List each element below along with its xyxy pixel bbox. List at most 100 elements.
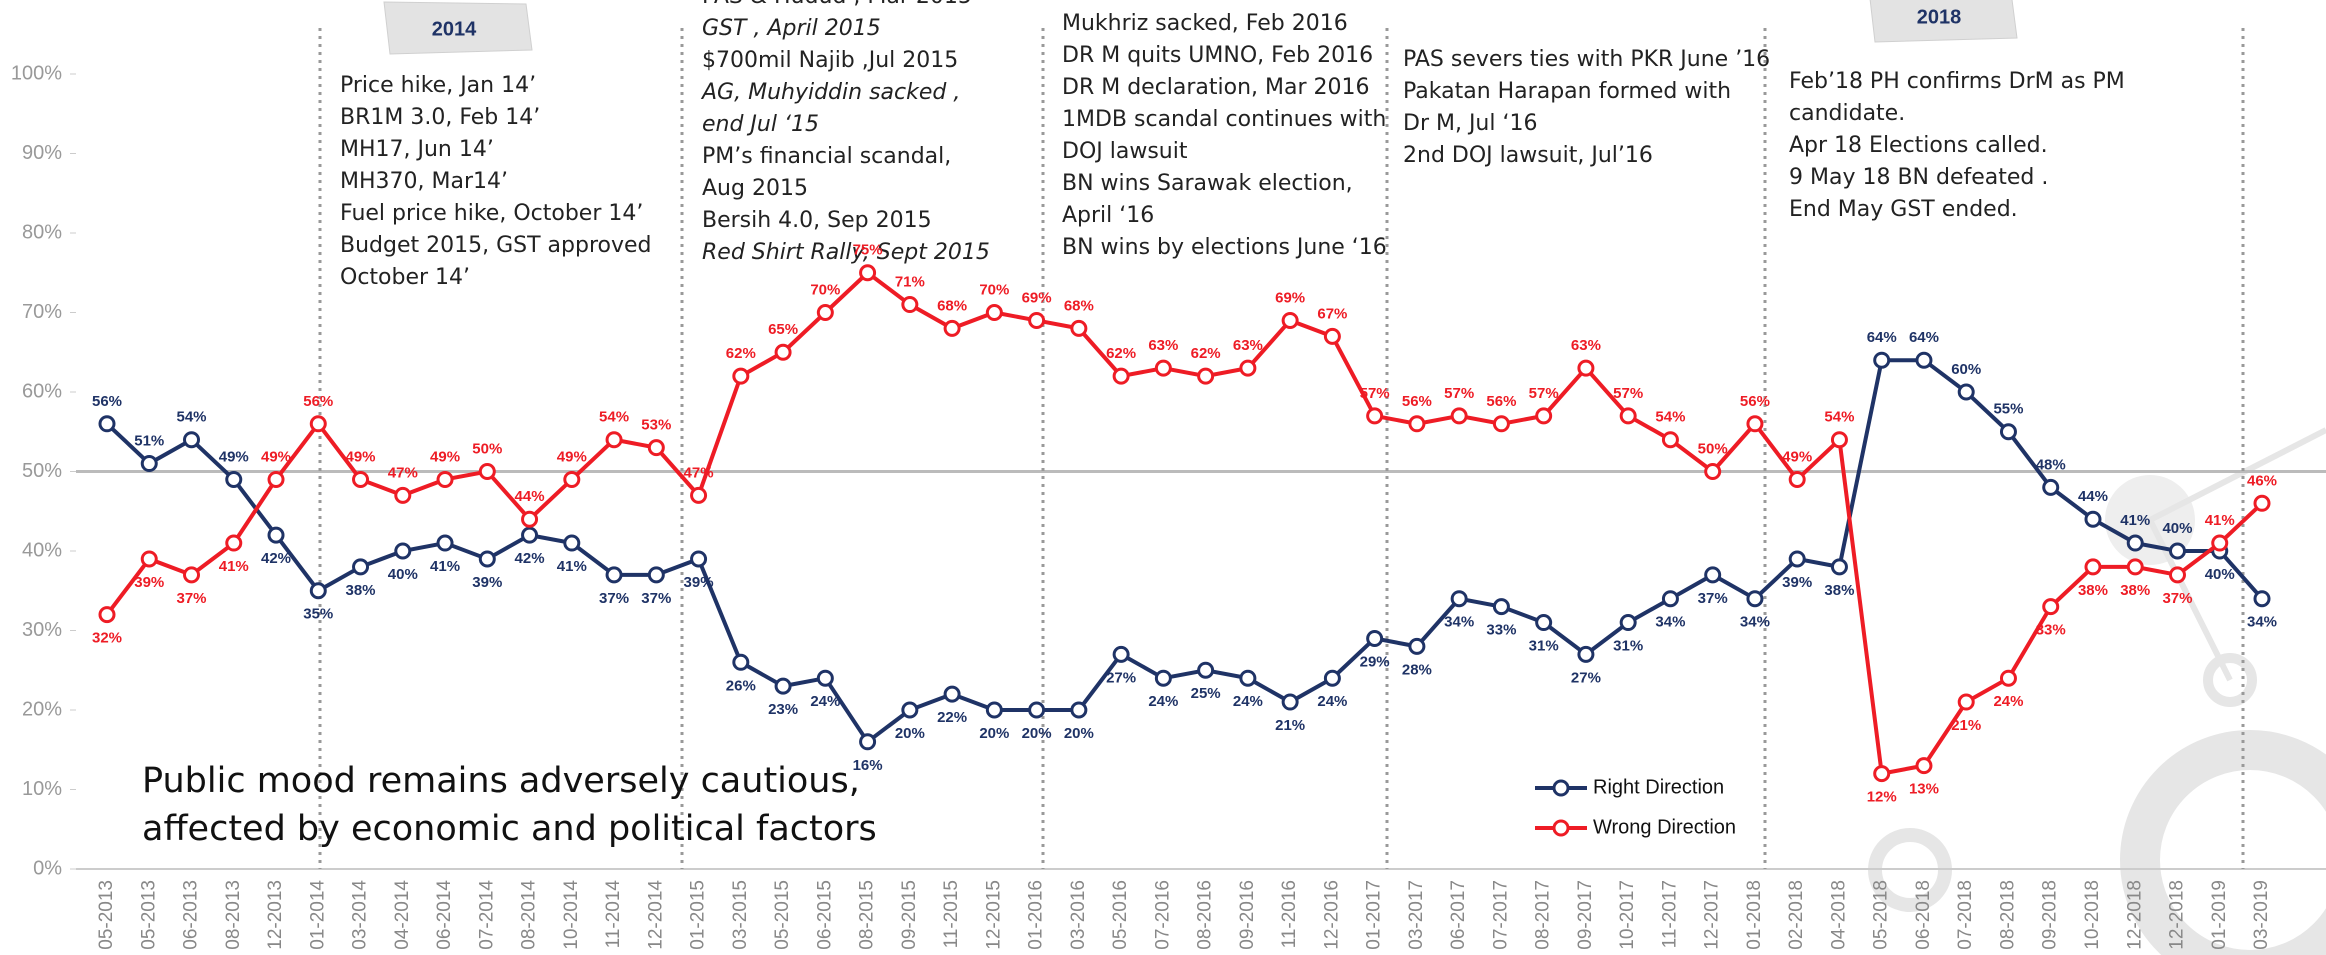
value-label: 41%: [557, 558, 587, 575]
value-label: 29%: [1360, 653, 1390, 670]
data-point: [732, 367, 750, 385]
series-line: [105, 358, 2264, 745]
data-point: [1070, 319, 1088, 337]
x-tick-label: 07-2018: [1955, 880, 1976, 950]
value-label: 57%: [1529, 385, 1559, 402]
x-tick-label: 06-2014: [434, 880, 455, 950]
data-point: [1112, 367, 1130, 385]
value-label: 37%: [599, 590, 629, 607]
value-label: 70%: [810, 281, 840, 298]
value-label: 40%: [388, 566, 418, 583]
y-tick-label: 30%: [22, 619, 62, 641]
annotation: DR M declaration, Mar 2016: [1062, 75, 1370, 100]
value-label: 27%: [1571, 669, 1601, 686]
x-tick-label: 07-2017: [1490, 880, 1511, 950]
value-label: 39%: [472, 574, 502, 591]
x-tick-label: 07-2016: [1152, 880, 1173, 950]
value-label: 75%: [853, 242, 883, 259]
x-tick-label: 08-2016: [1195, 880, 1216, 950]
value-label: 56%: [1740, 393, 1770, 410]
data-point: [647, 439, 665, 457]
data-point: [943, 319, 961, 337]
data-point: [1281, 693, 1299, 711]
annotation: end Jul ‘15: [702, 112, 819, 137]
annotation: Mukhriz sacked, Feb 2016: [1062, 11, 1348, 36]
x-tick-label: 10-2018: [2082, 880, 2103, 950]
value-label: 20%: [1022, 725, 1052, 742]
x-tick-label: 12-2013: [265, 880, 286, 950]
x-tick-label: 08-2014: [519, 880, 540, 950]
value-label: 56%: [303, 393, 333, 410]
x-tick-label: 02-2018: [1786, 880, 1807, 950]
value-label: 38%: [346, 582, 376, 599]
annotation: DR M quits UMNO, Feb 2016: [1062, 43, 1373, 68]
data-point: [436, 470, 454, 488]
value-label: 53%: [641, 417, 671, 434]
legend-label: Right Direction: [1593, 776, 1724, 798]
value-label: 41%: [219, 558, 249, 575]
data-point: [2211, 534, 2229, 552]
data-point: [1661, 431, 1679, 449]
data-point: [1408, 415, 1426, 433]
data-point: [1999, 423, 2017, 441]
value-label: 39%: [1782, 574, 1812, 591]
value-label: 44%: [515, 488, 545, 505]
data-point: [1239, 669, 1257, 687]
data-point: [816, 304, 834, 321]
data-point: [1070, 701, 1088, 719]
badge: [383, 1, 533, 55]
data-point: [1112, 645, 1130, 663]
y-tick-label: 60%: [22, 380, 62, 402]
annotation: 1MDB scandal continues with: [1062, 107, 1386, 132]
data-point: [1873, 351, 1891, 369]
data-point: [1746, 590, 1764, 608]
data-point: [774, 677, 792, 695]
y-tick-label: 40%: [22, 539, 62, 561]
data-point: [1999, 669, 2017, 687]
data-point: [1619, 614, 1637, 632]
value-label: 16%: [853, 757, 883, 774]
data-point: [309, 415, 327, 433]
value-label: 39%: [134, 574, 164, 591]
data-point: [225, 470, 243, 488]
annotation: MH370, Mar14’: [340, 169, 508, 194]
value-label: 69%: [1275, 289, 1305, 306]
data-point: [1704, 463, 1722, 480]
value-label: 49%: [430, 448, 460, 465]
data-point: [2168, 566, 2186, 584]
value-label: 33%: [1486, 622, 1516, 639]
data-point: [1028, 701, 1046, 719]
data-point: [2042, 598, 2060, 616]
data-point: [859, 264, 877, 282]
value-label: 34%: [2247, 614, 2277, 631]
headline: Public mood remains adversely cautious,: [142, 761, 860, 801]
data-point: [140, 455, 158, 473]
x-tick-label: 11-2017: [1659, 880, 1680, 948]
value-label: 38%: [2120, 582, 2150, 599]
value-label: 21%: [1951, 717, 1981, 734]
x-tick-label: 12-2018: [2167, 880, 2188, 950]
value-label: 39%: [684, 574, 714, 591]
data-point: [1408, 637, 1426, 655]
data-point: [225, 534, 243, 552]
data-point: [1788, 470, 1806, 488]
value-label: 20%: [979, 725, 1009, 742]
x-tick-label: 06-2017: [1448, 880, 1469, 950]
value-label: 54%: [1824, 409, 1854, 426]
value-label: 64%: [1867, 329, 1897, 346]
data-point: [2253, 590, 2271, 608]
annotation: October 14’: [340, 265, 470, 290]
data-point: [901, 296, 919, 314]
data-point: [478, 550, 496, 568]
value-label: 23%: [768, 701, 798, 718]
x-tick-label: 07-2014: [476, 880, 497, 950]
y-tick-label: 50%: [22, 460, 62, 482]
value-label: 50%: [1698, 440, 1728, 457]
value-label: 49%: [1782, 448, 1812, 465]
data-point: [140, 550, 158, 568]
value-label: 12%: [1867, 789, 1897, 806]
value-label: 13%: [1909, 781, 1939, 798]
x-tick-label: 01-2014: [307, 880, 328, 950]
value-label: 68%: [937, 297, 967, 314]
